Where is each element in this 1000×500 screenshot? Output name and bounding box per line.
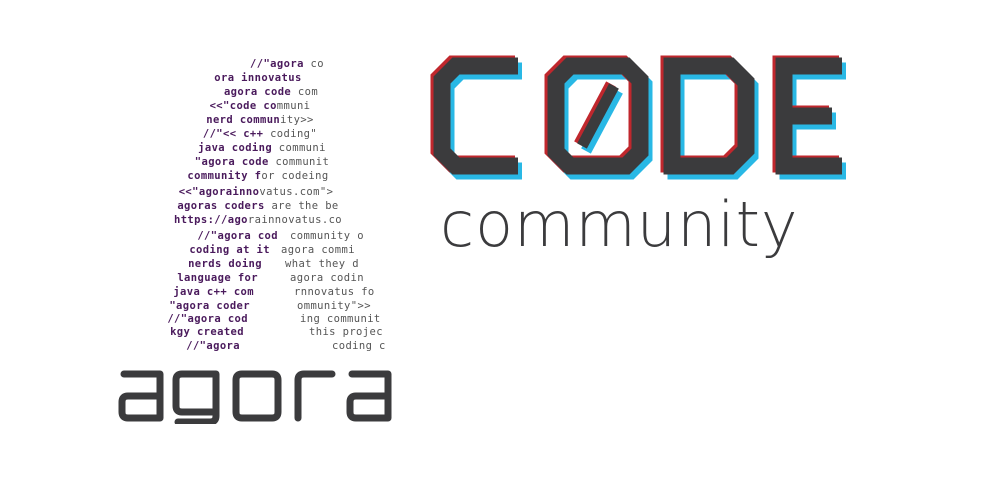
logo-a-left-leg-line: coding at it: [189, 244, 270, 256]
logo-a-left-leg-line: language for: [177, 272, 258, 284]
logo-a-right-leg-line: this projec: [309, 326, 383, 338]
logo-a-right-leg-line: agora codin: [290, 272, 364, 284]
community-wordmark: community: [440, 188, 799, 261]
code-wordmark: [428, 52, 868, 187]
logo-a-left-leg-line: nerds doing: [188, 258, 262, 270]
logo-a-right-leg-line: ing communit: [300, 313, 381, 325]
logo-a-code-line: agora code com: [223, 86, 319, 98]
logo-a-left-leg-line: //"agora cod: [197, 230, 278, 242]
logo-a-code-line: agoras coders are the be: [177, 200, 339, 212]
logo-a-right-leg-line: rnnovatus fo: [294, 286, 375, 298]
logo-a-left-leg-line: //"agora: [186, 340, 240, 352]
logo-a-left-leg-line: java c++ com: [173, 286, 254, 298]
logo-a-code-line: java coding communi: [198, 142, 326, 154]
logo-a-left-leg-line: //"agora cod: [167, 313, 248, 325]
logo-a-code-line: ora innovatus: [214, 72, 302, 84]
logo-a-code-line: https://agorainnovatus.co: [173, 214, 343, 226]
logo-a-left-leg-line: kgy created: [170, 326, 244, 338]
logo-a-code-line: community for codeing: [187, 170, 329, 182]
logo-a-right-leg-line: coding c: [332, 340, 386, 352]
logo-a-right-leg-line: what they d: [285, 258, 359, 270]
logo-a-code-line: <<"agorainnovatus.com">: [178, 186, 334, 198]
logo-a-code-line: //"agora co: [250, 58, 324, 70]
logo-a-code-line: <<"code communi: [209, 100, 311, 112]
logo-a-right-leg-line: agora commi: [281, 244, 355, 256]
agora-wordmark: [118, 370, 392, 424]
logo-a-code-line: "agora code communit: [194, 156, 330, 168]
logo-a-left-leg-line: "agora coder: [169, 300, 250, 312]
logo-a-code-line: nerd community>>: [206, 114, 314, 126]
logo-a-right-leg-line: ommunity">>: [297, 300, 371, 312]
logo-a-code-line: //"<< c++ coding": [202, 128, 318, 140]
logo-a-right-leg-line: community o: [290, 230, 364, 242]
